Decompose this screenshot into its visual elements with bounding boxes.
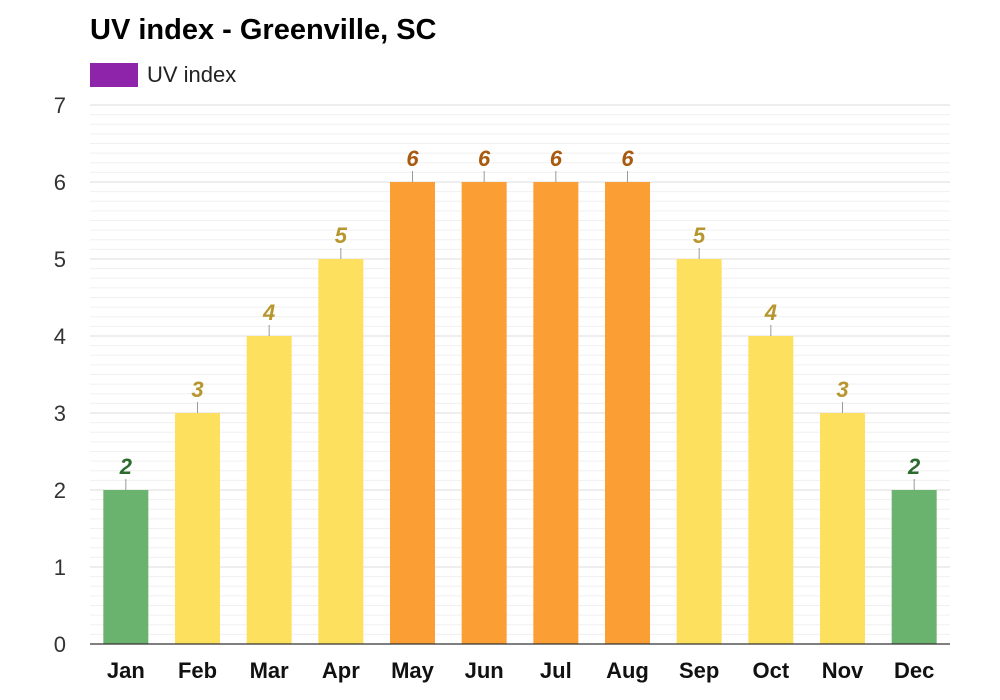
data-label: 3 bbox=[836, 377, 848, 402]
y-tick-label: 3 bbox=[54, 401, 66, 426]
y-tick-label: 6 bbox=[54, 170, 66, 195]
bar-layer bbox=[103, 182, 937, 644]
data-label: 2 bbox=[907, 454, 921, 479]
x-tick-label: Apr bbox=[322, 658, 360, 683]
data-label: 6 bbox=[406, 146, 419, 171]
label-layer: 2 3 4 5 6 6 6 6 5 4 3 2 bbox=[119, 146, 921, 490]
y-tick-label: 0 bbox=[54, 632, 66, 657]
x-tick-label: Feb bbox=[178, 658, 217, 683]
x-tick-label: Nov bbox=[822, 658, 864, 683]
bar bbox=[390, 182, 435, 644]
bar bbox=[103, 490, 149, 644]
bar bbox=[820, 413, 865, 644]
x-tick-label: Jul bbox=[540, 658, 572, 683]
legend-label: UV index bbox=[147, 62, 237, 87]
bar bbox=[891, 490, 937, 644]
y-tick-label: 2 bbox=[54, 478, 66, 503]
axis-layer: 0 1 2 3 4 5 6 7 Jan Feb Mar Apr May Jun Jul Aug Sep Oct No… bbox=[54, 93, 950, 683]
y-tick-label: 4 bbox=[54, 324, 66, 349]
chart-title: UV index - Greenville, SC bbox=[90, 14, 437, 46]
data-label: 4 bbox=[764, 300, 777, 325]
bar bbox=[461, 182, 507, 644]
data-label: 3 bbox=[191, 377, 203, 402]
data-label: 5 bbox=[693, 223, 706, 248]
y-tick-label: 1 bbox=[54, 555, 66, 580]
data-label: 6 bbox=[621, 146, 634, 171]
legend-swatch bbox=[90, 63, 138, 87]
x-tick-label: Jun bbox=[465, 658, 504, 683]
x-tick-label: Sep bbox=[679, 658, 719, 683]
y-tick-label: 7 bbox=[54, 93, 66, 118]
data-label: 6 bbox=[550, 146, 563, 171]
bar bbox=[748, 336, 794, 644]
data-label: 2 bbox=[119, 454, 133, 479]
x-tick-label: Dec bbox=[894, 658, 934, 683]
x-tick-label: May bbox=[391, 658, 435, 683]
x-tick-label: Aug bbox=[606, 658, 649, 683]
data-label: 5 bbox=[335, 223, 348, 248]
x-tick-label: Mar bbox=[250, 658, 290, 683]
bar bbox=[533, 182, 579, 644]
bar bbox=[318, 259, 364, 644]
grid-layer bbox=[90, 104, 950, 635]
legend: UV index bbox=[90, 62, 236, 88]
bar bbox=[175, 413, 220, 644]
data-label: 4 bbox=[262, 300, 275, 325]
bar bbox=[605, 182, 650, 644]
data-label: 6 bbox=[478, 146, 491, 171]
x-tick-label: Oct bbox=[752, 658, 789, 683]
x-tick-label: Jan bbox=[107, 658, 145, 683]
y-tick-label: 5 bbox=[54, 247, 66, 272]
bar bbox=[676, 259, 722, 644]
bar bbox=[246, 336, 292, 644]
